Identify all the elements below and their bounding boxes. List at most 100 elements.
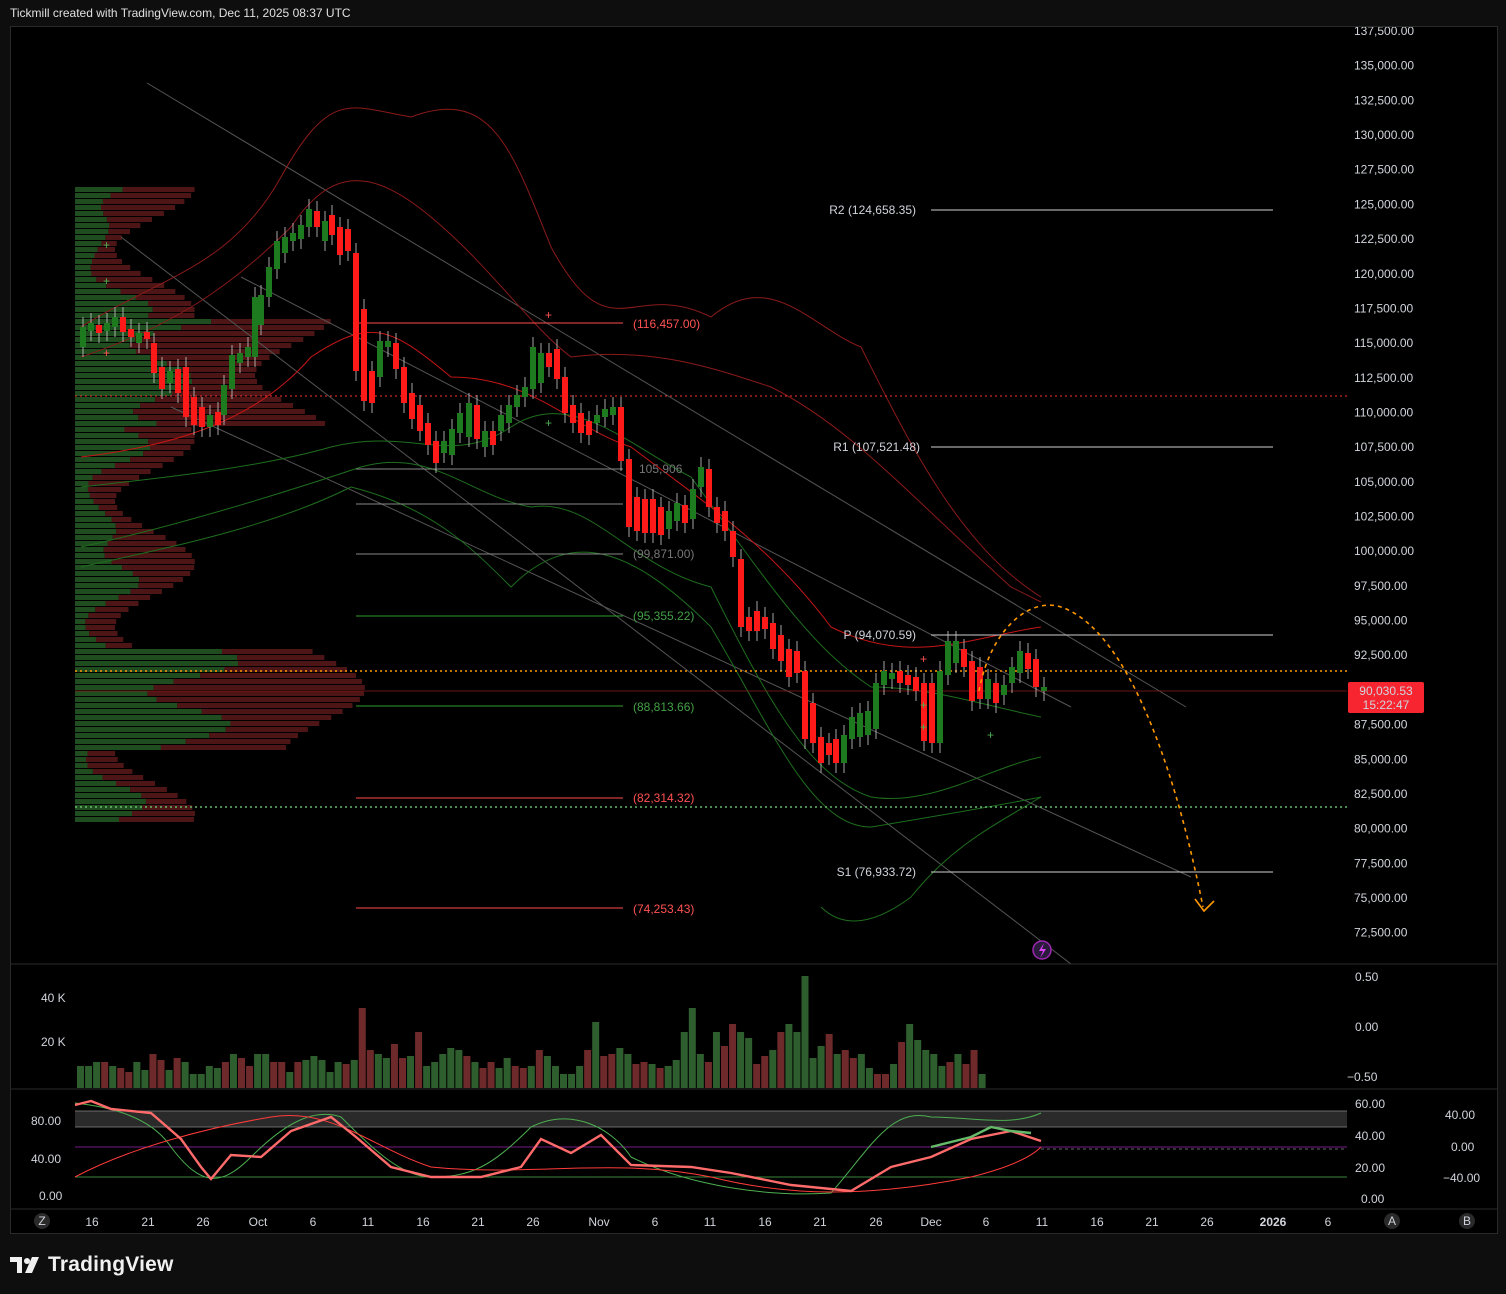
candle-body[interactable]: [578, 413, 584, 433]
candle-body[interactable]: [530, 347, 536, 389]
candle-body[interactable]: [674, 503, 680, 521]
candle-body[interactable]: [778, 635, 784, 661]
candle-body[interactable]: [714, 507, 720, 523]
candle-body[interactable]: [433, 441, 439, 463]
candle-body[interactable]: [961, 649, 967, 667]
candle-body[interactable]: [474, 405, 480, 439]
candle-body[interactable]: [337, 227, 343, 255]
candle-body[interactable]: [401, 367, 407, 403]
candle-body[interactable]: [945, 641, 951, 675]
lightning-icon[interactable]: [1032, 940, 1052, 960]
candle-body[interactable]: [913, 677, 919, 691]
candle-body[interactable]: [306, 209, 312, 227]
price-axis[interactable]: 137,500.00 135,000.00 132,500.00 130,000.00…: [1354, 27, 1414, 940]
candle-body[interactable]: [409, 393, 415, 419]
candle-body[interactable]: [329, 215, 335, 235]
candle-body[interactable]: [112, 317, 118, 327]
candle-body[interactable]: [136, 333, 142, 343]
candle-body[interactable]: [546, 353, 552, 367]
candle-body[interactable]: [642, 499, 648, 533]
candle-body[interactable]: [746, 617, 752, 631]
channel-line[interactable]: [146, 82, 1187, 708]
candle-body[interactable]: [1017, 651, 1023, 673]
candle-body[interactable]: [482, 431, 488, 447]
candle-body[interactable]: [466, 403, 472, 437]
candle-body[interactable]: [258, 295, 264, 325]
candle-body[interactable]: [514, 395, 520, 407]
candle-body[interactable]: [658, 507, 664, 535]
tradingview-logo[interactable]: TradingView: [10, 1250, 174, 1280]
candle-body[interactable]: [104, 323, 110, 331]
candle-body[interactable]: [237, 353, 243, 363]
candle-body[interactable]: [993, 683, 999, 703]
candle-body[interactable]: [215, 412, 221, 425]
candle-body[interactable]: [345, 229, 351, 251]
candle-body[interactable]: [682, 505, 688, 523]
candle-body[interactable]: [191, 397, 197, 425]
candle-body[interactable]: [96, 325, 102, 333]
time-axis[interactable]: 16 21 26 Oct 6 11 16 21 26 Nov 6 11 16 21 26 Dec 6 11 16 21…: [85, 1215, 1331, 1229]
candle-body[interactable]: [937, 671, 943, 743]
candle-body[interactable]: [698, 467, 704, 487]
candle-body[interactable]: [322, 221, 328, 241]
candle-body[interactable]: [929, 683, 935, 743]
candle-body[interactable]: [159, 367, 165, 389]
candle-body[interactable]: [841, 735, 847, 763]
candle-body[interactable]: [985, 679, 991, 699]
candle-body[interactable]: [857, 713, 863, 737]
candle-body[interactable]: [369, 371, 375, 403]
candle-body[interactable]: [802, 671, 808, 739]
candle-body[interactable]: [490, 431, 496, 445]
candle-body[interactable]: [770, 623, 776, 649]
candle-body[interactable]: [538, 353, 544, 383]
candle-body[interactable]: [730, 531, 736, 557]
candle-body[interactable]: [266, 267, 272, 297]
candle-body[interactable]: [298, 225, 304, 239]
candle-body[interactable]: [229, 355, 235, 389]
candle-body[interactable]: [953, 641, 959, 663]
chart-canvas[interactable]: + + + + + + + + + R2 (124,658.35) R1 (107,521.48)…: [11, 27, 1497, 1233]
candle-body[interactable]: [873, 683, 879, 729]
candle-body[interactable]: [393, 343, 399, 369]
candle-body[interactable]: [738, 559, 744, 627]
candle-body[interactable]: [361, 309, 367, 401]
candle-body[interactable]: [1025, 653, 1031, 669]
candle-body[interactable]: [417, 405, 423, 431]
candle-body[interactable]: [282, 237, 288, 253]
candle-body[interactable]: [826, 743, 832, 755]
candle-body[interactable]: [865, 711, 871, 735]
candle-body[interactable]: [151, 343, 157, 373]
candle-body[interactable]: [921, 683, 927, 741]
candle-body[interactable]: [385, 341, 391, 347]
channel-line[interactable]: [120, 236, 1072, 964]
candle-body[interactable]: [314, 211, 320, 227]
candle-body[interactable]: [634, 497, 640, 531]
reset-zoom-button[interactable]: Z: [34, 1213, 50, 1229]
candle-body[interactable]: [252, 297, 258, 357]
candle-body[interactable]: [207, 415, 213, 427]
candle-body[interactable]: [80, 327, 86, 347]
candle-body[interactable]: [1001, 685, 1007, 695]
candle-body[interactable]: [818, 737, 824, 763]
candle-body[interactable]: [1041, 687, 1047, 691]
candle-body[interactable]: [977, 667, 983, 699]
candle-body[interactable]: [897, 671, 903, 683]
candle-body[interactable]: [586, 421, 592, 435]
candle-body[interactable]: [881, 671, 887, 685]
candle-body[interactable]: [245, 347, 251, 357]
candle-body[interactable]: [120, 317, 126, 332]
candle-body[interactable]: [221, 385, 227, 415]
candle-body[interactable]: [610, 407, 616, 415]
candle-body[interactable]: [377, 341, 383, 377]
candle-body[interactable]: [618, 407, 624, 461]
candle-body[interactable]: [762, 617, 768, 629]
candle-body[interactable]: [425, 423, 431, 445]
candle-body[interactable]: [554, 349, 560, 379]
candle-body[interactable]: [626, 459, 632, 527]
candle-body[interactable]: [183, 367, 189, 417]
candle-body[interactable]: [128, 329, 134, 337]
candle-body[interactable]: [833, 739, 839, 763]
candle-body[interactable]: [602, 409, 608, 417]
candle-body[interactable]: [457, 413, 463, 433]
candle-body[interactable]: [522, 387, 528, 397]
